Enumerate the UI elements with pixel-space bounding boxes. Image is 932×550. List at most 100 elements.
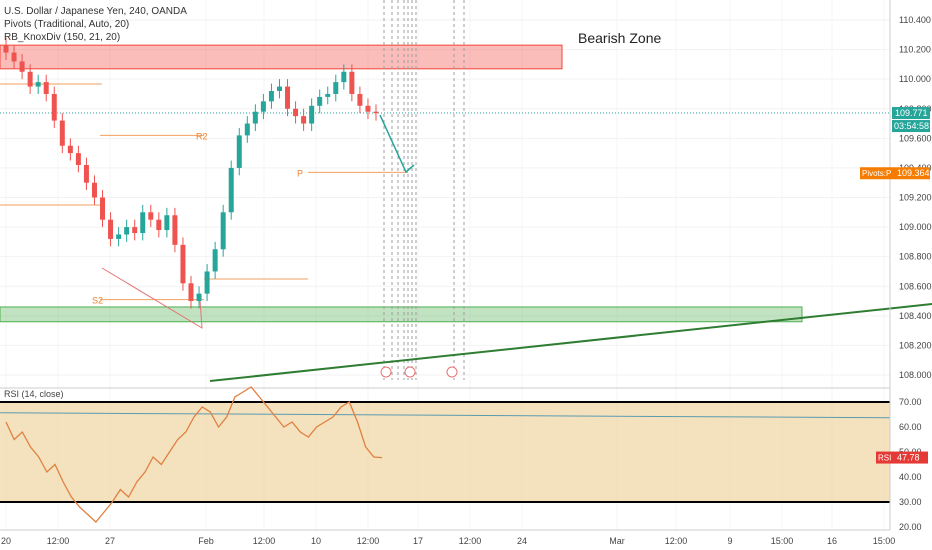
price-tick-label: 110.000 (899, 74, 931, 84)
pivot-label: S2 (92, 296, 103, 306)
chart-title: U.S. Dollar / Japanese Yen, 240, OANDA (4, 6, 187, 17)
rsi-tick-label: 30.00 (899, 497, 922, 507)
candle-body (132, 227, 138, 233)
time-tick-label: 10 (311, 536, 321, 546)
time-tick-label: 12:00 (459, 536, 482, 546)
candle-body (220, 212, 226, 250)
candle-body (317, 96, 323, 106)
last-price-text: 109.771 (895, 108, 928, 118)
pivot-value-badge (894, 167, 930, 180)
candle-body (75, 153, 81, 165)
candle-body (11, 52, 17, 62)
candle-body (59, 120, 65, 146)
candle-body (365, 105, 371, 112)
price-tick-label: 110.400 (899, 15, 931, 25)
candle-body (188, 283, 194, 302)
rsi-name-badge (876, 451, 894, 464)
candle-body (301, 116, 307, 124)
candle-body (27, 71, 33, 87)
time-tick-label: 9 (727, 536, 732, 546)
candle-body (3, 45, 9, 53)
countdown-text: 03:54:58 (894, 121, 929, 131)
candle-body (260, 101, 266, 112)
event-icon (446, 366, 458, 378)
time-tick-label: Feb (198, 536, 214, 546)
zone-support (0, 306, 803, 323)
rsi-tick-label: 40.00 (899, 472, 922, 482)
candle-body (180, 244, 186, 284)
time-tick-label: 12:00 (357, 536, 380, 546)
price-tick-label: 110.200 (899, 45, 931, 55)
price-tick-label: 108.200 (899, 340, 932, 350)
candle-body (293, 108, 299, 117)
candle-body (51, 93, 57, 121)
last-price-badge (892, 107, 930, 120)
time-tick-label: 12:00 (253, 536, 276, 546)
candle-body (43, 82, 49, 94)
candle-body (140, 212, 146, 233)
rsi-tick-label: 60.00 (899, 422, 922, 432)
candle-body (285, 86, 291, 109)
rsi-value-text: 47.78 (897, 453, 920, 463)
event-icon (380, 366, 392, 378)
pivot-value-text: 109.364 (897, 168, 930, 178)
event-icon (404, 366, 416, 378)
countdown-badge (892, 120, 930, 133)
candle-body (244, 123, 250, 136)
candle-body (204, 271, 210, 294)
time-tick-label: 20 (1, 536, 11, 546)
forecast-arrow (379, 114, 415, 174)
pivot-name-badge (860, 167, 894, 180)
pivot-name-text: Pivots:P (862, 169, 891, 178)
time-tick-label: 12:00 (665, 536, 688, 546)
candle-body (373, 111, 379, 114)
rsi-value-badge (894, 451, 928, 464)
price-tick-label: 108.600 (899, 281, 932, 291)
candle-body (156, 219, 162, 231)
candle-body (100, 197, 106, 220)
price-tick-label: 109.200 (899, 193, 932, 203)
divergence-line (101, 267, 203, 329)
candle-body (357, 93, 363, 106)
candle-body (91, 182, 97, 198)
candle-body (341, 71, 347, 83)
time-tick-label: Mar (609, 536, 625, 546)
time-tick-label: 15:00 (771, 536, 794, 546)
candle-body (309, 105, 315, 124)
candle-body (164, 215, 170, 231)
candle-body (148, 212, 154, 220)
rsi-line (5, 386, 383, 523)
time-tick-label: 12:00 (47, 536, 70, 546)
candle-body (236, 135, 242, 168)
candle-body (35, 82, 41, 87)
candle-body (83, 164, 89, 183)
candle-body (276, 86, 282, 91)
pivot-label: P (297, 168, 303, 178)
candle-body (172, 215, 178, 245)
candle-body (325, 93, 331, 97)
rsi-tick-label: 70.00 (899, 397, 922, 407)
candle-body (333, 82, 339, 94)
pivots-indicator-label: Pivots (Traditional, Auto, 20) (4, 19, 130, 30)
candle-body (19, 61, 25, 72)
time-tick-label: 16 (827, 536, 837, 546)
candle-body (349, 71, 355, 94)
knoxdiv-indicator-label: RB_KnoxDiv (150, 21, 20) (4, 32, 121, 43)
candle-body (228, 167, 234, 213)
candle-body (116, 234, 122, 239)
time-tick-label: 24 (517, 536, 527, 546)
rsi-band (0, 402, 890, 502)
price-tick-label: 108.400 (899, 311, 932, 321)
candle-body (67, 145, 73, 154)
candle-body (268, 91, 274, 102)
price-tick-label: 109.600 (899, 133, 932, 143)
time-tick-label: 15:00 (873, 536, 896, 546)
time-tick-label: 17 (413, 536, 423, 546)
time-tick-label: 27 (105, 536, 115, 546)
price-tick-label: 108.800 (899, 252, 932, 262)
rsi-indicator-label: RSI (14, close) (4, 389, 64, 399)
rsi-signal-line (0, 412, 891, 419)
rsi-name-text: RSI (878, 454, 891, 463)
bearish-zone-label: Bearish Zone (578, 30, 661, 46)
